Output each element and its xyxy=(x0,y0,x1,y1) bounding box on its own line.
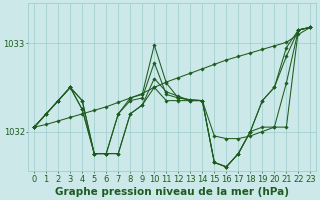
X-axis label: Graphe pression niveau de la mer (hPa): Graphe pression niveau de la mer (hPa) xyxy=(55,187,289,197)
